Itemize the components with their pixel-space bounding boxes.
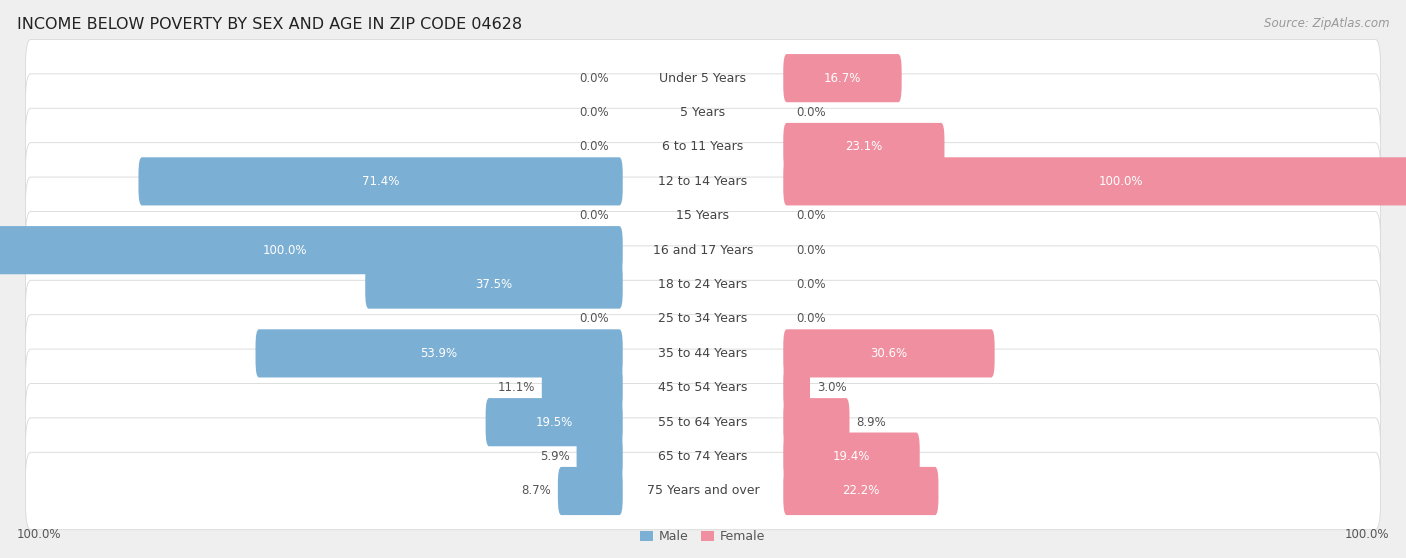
Text: Source: ZipAtlas.com: Source: ZipAtlas.com	[1264, 17, 1389, 30]
FancyBboxPatch shape	[25, 246, 1381, 323]
Text: 0.0%: 0.0%	[797, 106, 827, 119]
Text: 37.5%: 37.5%	[475, 278, 513, 291]
Text: 75 Years and over: 75 Years and over	[647, 484, 759, 498]
Text: 19.4%: 19.4%	[832, 450, 870, 463]
FancyBboxPatch shape	[576, 432, 623, 480]
FancyBboxPatch shape	[783, 329, 994, 377]
FancyBboxPatch shape	[366, 261, 623, 309]
Text: 35 to 44 Years: 35 to 44 Years	[658, 347, 748, 360]
Text: 0.0%: 0.0%	[579, 141, 609, 153]
Text: 55 to 64 Years: 55 to 64 Years	[658, 416, 748, 429]
FancyBboxPatch shape	[25, 108, 1381, 186]
FancyBboxPatch shape	[783, 364, 810, 412]
FancyBboxPatch shape	[783, 398, 849, 446]
Text: 18 to 24 Years: 18 to 24 Years	[658, 278, 748, 291]
Text: 6 to 11 Years: 6 to 11 Years	[662, 141, 744, 153]
Text: 65 to 74 Years: 65 to 74 Years	[658, 450, 748, 463]
Text: 5 Years: 5 Years	[681, 106, 725, 119]
Text: 100.0%: 100.0%	[263, 244, 307, 257]
Text: 0.0%: 0.0%	[797, 209, 827, 222]
FancyBboxPatch shape	[783, 157, 1406, 205]
FancyBboxPatch shape	[485, 398, 623, 446]
FancyBboxPatch shape	[25, 349, 1381, 426]
FancyBboxPatch shape	[558, 467, 623, 515]
Legend: Male, Female: Male, Female	[636, 525, 770, 549]
Text: Under 5 Years: Under 5 Years	[659, 71, 747, 85]
FancyBboxPatch shape	[25, 383, 1381, 461]
FancyBboxPatch shape	[783, 467, 938, 515]
FancyBboxPatch shape	[783, 432, 920, 480]
Text: 25 to 34 Years: 25 to 34 Years	[658, 312, 748, 325]
Text: 100.0%: 100.0%	[1344, 528, 1389, 541]
FancyBboxPatch shape	[138, 157, 623, 205]
Text: 0.0%: 0.0%	[579, 106, 609, 119]
Text: 12 to 14 Years: 12 to 14 Years	[658, 175, 748, 188]
Text: 100.0%: 100.0%	[1099, 175, 1143, 188]
FancyBboxPatch shape	[25, 418, 1381, 496]
Text: 45 to 54 Years: 45 to 54 Years	[658, 381, 748, 395]
Text: 0.0%: 0.0%	[579, 71, 609, 85]
FancyBboxPatch shape	[25, 280, 1381, 358]
Text: 0.0%: 0.0%	[797, 244, 827, 257]
FancyBboxPatch shape	[25, 40, 1381, 117]
Text: INCOME BELOW POVERTY BY SEX AND AGE IN ZIP CODE 04628: INCOME BELOW POVERTY BY SEX AND AGE IN Z…	[17, 17, 522, 32]
FancyBboxPatch shape	[25, 453, 1381, 530]
Text: 0.0%: 0.0%	[579, 312, 609, 325]
Text: 11.1%: 11.1%	[498, 381, 536, 395]
Text: 19.5%: 19.5%	[536, 416, 572, 429]
FancyBboxPatch shape	[25, 315, 1381, 392]
FancyBboxPatch shape	[25, 211, 1381, 289]
FancyBboxPatch shape	[25, 177, 1381, 254]
Text: 71.4%: 71.4%	[361, 175, 399, 188]
Text: 53.9%: 53.9%	[420, 347, 458, 360]
FancyBboxPatch shape	[783, 54, 901, 102]
Text: 22.2%: 22.2%	[842, 484, 880, 498]
Text: 100.0%: 100.0%	[17, 528, 62, 541]
FancyBboxPatch shape	[783, 123, 945, 171]
Text: 3.0%: 3.0%	[817, 381, 846, 395]
Text: 16 and 17 Years: 16 and 17 Years	[652, 244, 754, 257]
Text: 8.9%: 8.9%	[856, 416, 886, 429]
FancyBboxPatch shape	[25, 74, 1381, 151]
FancyBboxPatch shape	[541, 364, 623, 412]
Text: 16.7%: 16.7%	[824, 71, 860, 85]
FancyBboxPatch shape	[25, 143, 1381, 220]
Text: 30.6%: 30.6%	[870, 347, 907, 360]
Text: 8.7%: 8.7%	[522, 484, 551, 498]
Text: 0.0%: 0.0%	[579, 209, 609, 222]
Text: 5.9%: 5.9%	[540, 450, 569, 463]
FancyBboxPatch shape	[256, 329, 623, 377]
FancyBboxPatch shape	[0, 226, 623, 275]
Text: 15 Years: 15 Years	[676, 209, 730, 222]
Text: 0.0%: 0.0%	[797, 312, 827, 325]
Text: 0.0%: 0.0%	[797, 278, 827, 291]
Text: 23.1%: 23.1%	[845, 141, 883, 153]
